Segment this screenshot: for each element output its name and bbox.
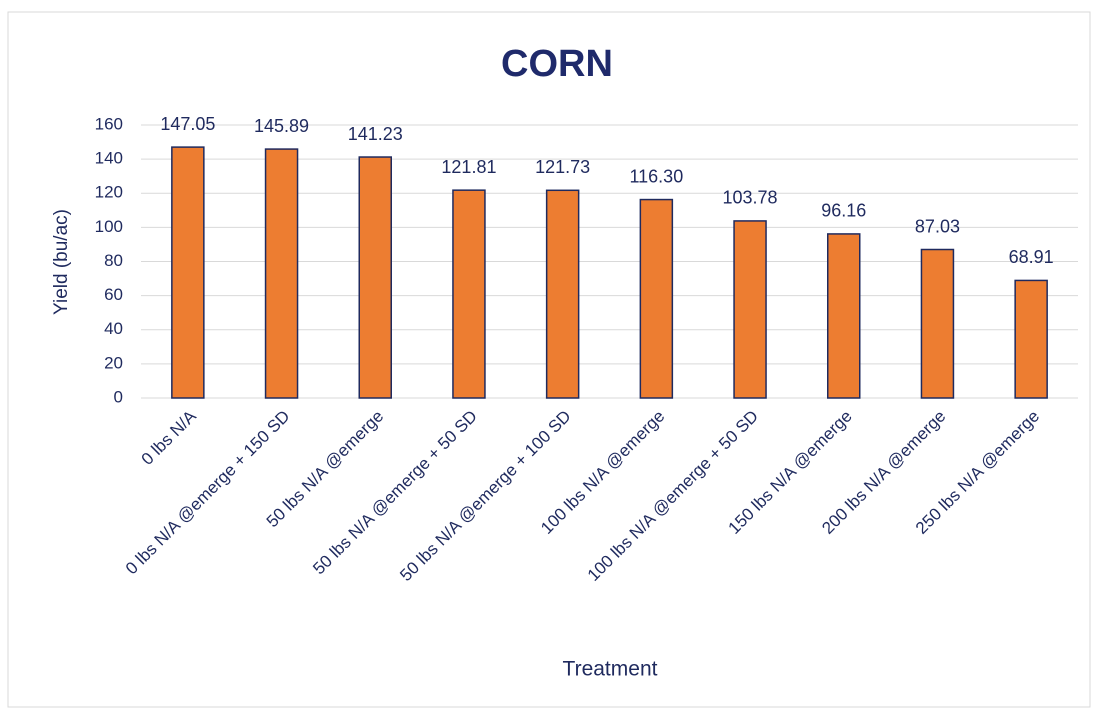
- value-label: 103.78: [723, 188, 778, 208]
- value-label: 96.16: [821, 201, 866, 221]
- value-label: 147.05: [160, 114, 215, 134]
- y-tick-label: 120: [95, 183, 123, 202]
- y-tick-label: 0: [114, 387, 123, 406]
- y-axis-label: Yield (bu/ac): [51, 209, 72, 315]
- y-tick-label: 160: [95, 114, 123, 133]
- value-label: 121.81: [441, 157, 496, 177]
- y-tick-label: 80: [104, 251, 123, 270]
- bar: [827, 233, 861, 399]
- value-label: 116.30: [629, 166, 683, 186]
- value-label: 121.73: [535, 157, 590, 177]
- value-label: 141.23: [348, 124, 403, 144]
- bar: [920, 248, 955, 399]
- bar: [358, 156, 392, 399]
- value-label: 145.89: [254, 116, 309, 136]
- bar: [264, 148, 299, 399]
- value-label: 87.03: [915, 216, 960, 236]
- chart-title: CORN: [501, 43, 613, 85]
- y-tick-label: 20: [104, 353, 123, 372]
- y-tick-label: 140: [95, 149, 123, 168]
- bar: [1014, 279, 1048, 399]
- y-tick-label: 60: [104, 285, 123, 304]
- bar: [452, 189, 486, 399]
- bar: [171, 146, 205, 399]
- value-label: 68.91: [1009, 247, 1054, 267]
- y-tick-label: 100: [95, 217, 123, 236]
- x-axis-label: Treatment: [563, 658, 658, 681]
- bar: [733, 220, 767, 399]
- bar: [639, 198, 674, 399]
- y-tick-label: 40: [104, 319, 123, 338]
- bar: [545, 189, 580, 399]
